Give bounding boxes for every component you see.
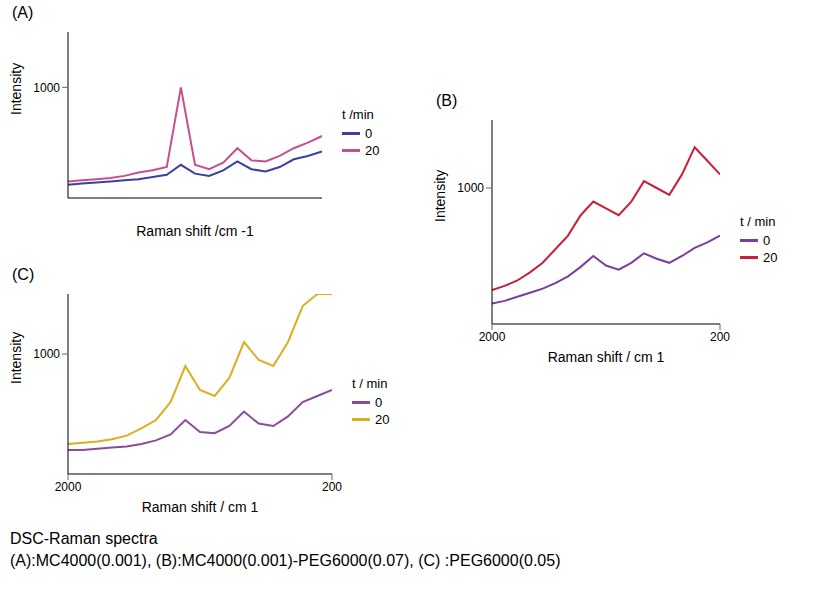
html-text:(A): (A) bbox=[12, 4, 34, 21]
html-text:(B): (B) bbox=[436, 92, 458, 109]
svg-text:1000: 1000 bbox=[33, 347, 60, 361]
html-text:20: 20 bbox=[375, 411, 390, 427]
html-text:0: 0 bbox=[375, 394, 383, 410]
html-text:t / min: t / min bbox=[352, 375, 388, 391]
svg-text:200: 200 bbox=[322, 480, 342, 494]
svg-text:2000: 2000 bbox=[55, 480, 82, 494]
html-text:(A):MC4000(0.001), (B):MC4000(: (A):MC4000(0.001), (B):MC4000(0.001)-PEG… bbox=[10, 552, 561, 569]
html-text:20: 20 bbox=[365, 142, 380, 158]
html-text:t / min: t / min bbox=[740, 213, 776, 229]
svg-text:Intensity: Intensity bbox=[8, 63, 24, 115]
svg-text:Intensity: Intensity bbox=[8, 332, 24, 384]
svg-text:Intensity: Intensity bbox=[432, 170, 448, 222]
html-text:(C): (C) bbox=[12, 266, 35, 283]
html-text:20: 20 bbox=[763, 249, 778, 265]
svg-text:2000: 2000 bbox=[479, 330, 506, 344]
html-text:DSC-Raman spectra: DSC-Raman spectra bbox=[10, 530, 158, 547]
html-text:0: 0 bbox=[365, 125, 373, 141]
svg-text:Raman shift / cm 1: Raman shift / cm 1 bbox=[142, 499, 259, 515]
svg-text:1000: 1000 bbox=[33, 81, 60, 95]
html-text:t /min: t /min bbox=[342, 106, 374, 122]
svg-text:200: 200 bbox=[710, 330, 730, 344]
html-text:0: 0 bbox=[763, 232, 771, 248]
svg-text:Raman shift / cm 1: Raman shift / cm 1 bbox=[548, 349, 665, 365]
svg-text:1000: 1000 bbox=[457, 181, 484, 195]
svg-text:Raman shift /cm -1: Raman shift /cm -1 bbox=[136, 223, 254, 239]
